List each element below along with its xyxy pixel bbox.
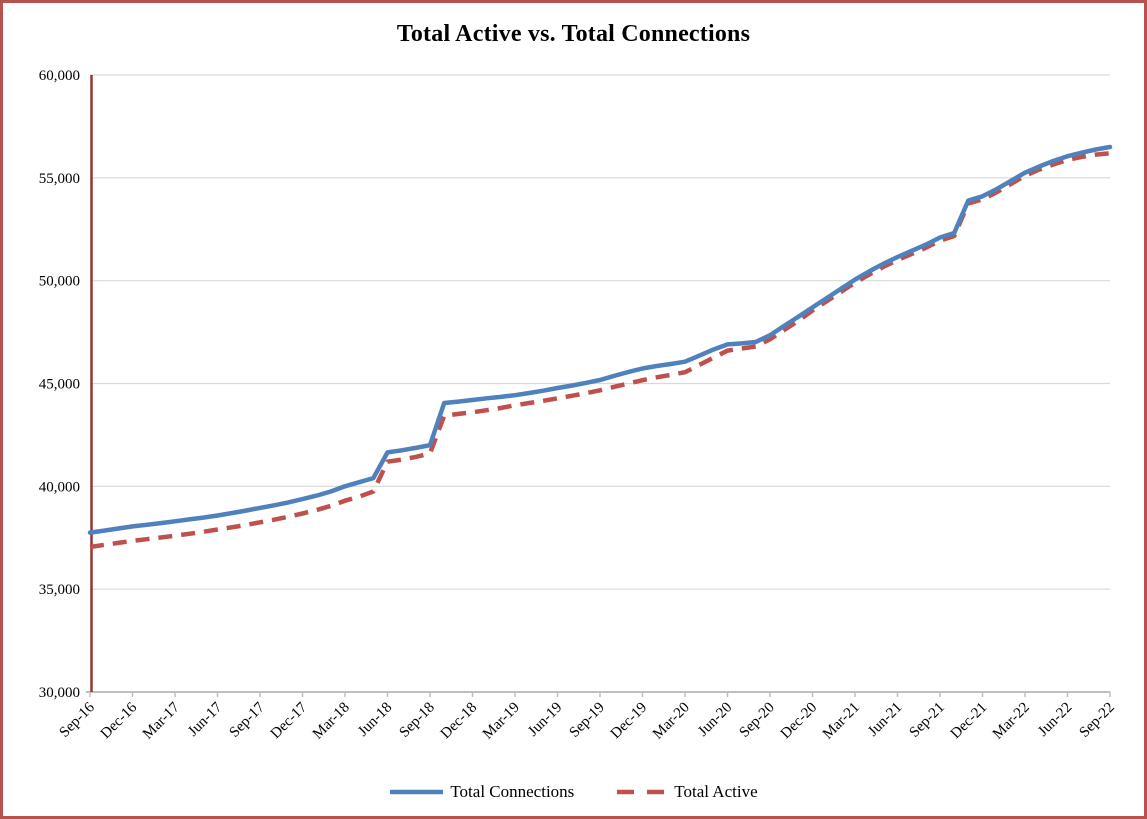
- x-axis-label: Jun-21: [865, 700, 905, 740]
- legend-line-dashed-icon: [617, 789, 668, 795]
- x-axis-label: Dec-17: [268, 699, 311, 742]
- legend-label-total-active: Total Active: [674, 782, 758, 801]
- plot-area: 30,000 35,000 40,000 45,000 50,000 55,000 60,0…: [39, 68, 1118, 743]
- legend-item-total-connections: Total Connections: [389, 782, 574, 802]
- x-axis-label: Sep-17: [226, 699, 268, 741]
- x-axis-label: Dec-16: [98, 699, 141, 742]
- x-axis-label: Jun-19: [525, 700, 565, 740]
- legend-item-total-active: Total Active: [616, 782, 758, 802]
- series-line-total-connections: [87, 144, 1113, 535]
- legend-label-total-connections: Total Connections: [450, 782, 575, 801]
- x-axis-label: Mar-21: [820, 700, 863, 743]
- x-axis-label: Sep-22: [1076, 700, 1117, 741]
- x-axis-label: Dec-21: [948, 700, 991, 743]
- y-axis-label: 35,000: [39, 582, 80, 598]
- x-axis-label: Dec-19: [608, 700, 651, 743]
- x-axis-label: Mar-18: [310, 700, 353, 743]
- y-axis-label: 40,000: [39, 479, 80, 495]
- y-axis-label: 50,000: [39, 274, 80, 290]
- x-axis-label: Sep-21: [906, 700, 947, 741]
- legend-line-solid-icon: [390, 789, 444, 795]
- x-axis-label: Jun-22: [1035, 700, 1075, 740]
- y-axis-label: 30,000: [39, 685, 80, 701]
- x-axis-label: Sep-20: [736, 700, 777, 741]
- x-axis-label: Sep-16: [56, 699, 98, 741]
- y-axis-label: 45,000: [39, 377, 80, 393]
- x-axis-label: Mar-17: [140, 699, 183, 742]
- x-axis-label: Sep-19: [566, 700, 607, 741]
- y-axis-label: 60,000: [39, 68, 80, 84]
- x-axis-label: Jun-20: [695, 700, 735, 740]
- y-axis-label: 55,000: [39, 171, 80, 187]
- x-axis-label: Jun-18: [355, 700, 395, 740]
- x-axis-label: Dec-20: [778, 700, 821, 743]
- x-axis-label: Dec-18: [438, 700, 481, 743]
- x-axis-label: Mar-22: [990, 700, 1033, 743]
- chart-title: Total Active vs. Total Connections: [396, 21, 751, 47]
- x-axis-label: Jun-17: [185, 699, 226, 740]
- x-axis-label: Mar-19: [480, 700, 523, 743]
- x-axis-label: Sep-18: [396, 700, 437, 741]
- series-line-total-active: [89, 150, 1111, 550]
- legend: Total Connections Total Active: [3, 782, 1144, 802]
- x-axis-label: Mar-20: [650, 700, 693, 743]
